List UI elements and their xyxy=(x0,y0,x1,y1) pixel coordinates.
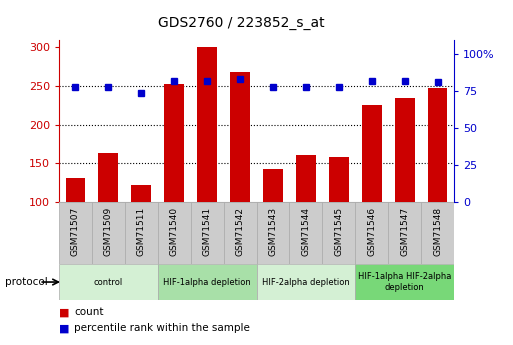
Text: GSM71544: GSM71544 xyxy=(301,207,310,256)
Bar xyxy=(92,202,125,264)
Text: protocol: protocol xyxy=(5,277,48,287)
Bar xyxy=(158,202,191,264)
Bar xyxy=(289,202,322,264)
Text: GSM71507: GSM71507 xyxy=(71,207,80,256)
Bar xyxy=(66,178,85,202)
Text: GSM71548: GSM71548 xyxy=(433,207,442,256)
Text: GSM71511: GSM71511 xyxy=(137,207,146,256)
Bar xyxy=(355,264,454,300)
Text: GSM71509: GSM71509 xyxy=(104,207,113,256)
Bar xyxy=(59,264,158,300)
Bar xyxy=(322,202,355,264)
Text: GSM71541: GSM71541 xyxy=(203,207,212,256)
Text: GSM71546: GSM71546 xyxy=(367,207,376,256)
Bar xyxy=(125,202,158,264)
Bar xyxy=(158,264,256,300)
Bar xyxy=(224,202,256,264)
Bar xyxy=(263,169,283,202)
Bar xyxy=(362,105,382,202)
Bar xyxy=(355,202,388,264)
Text: HIF-1alpha HIF-2alpha
depletion: HIF-1alpha HIF-2alpha depletion xyxy=(358,272,451,292)
Bar xyxy=(256,264,355,300)
Text: control: control xyxy=(94,277,123,287)
Bar xyxy=(191,202,224,264)
Bar xyxy=(428,88,447,202)
Text: GSM71543: GSM71543 xyxy=(268,207,278,256)
Bar xyxy=(164,84,184,202)
Text: GSM71540: GSM71540 xyxy=(170,207,179,256)
Bar xyxy=(329,157,349,202)
Bar xyxy=(59,202,92,264)
Bar xyxy=(230,72,250,202)
Bar xyxy=(421,202,454,264)
Text: GDS2760 / 223852_s_at: GDS2760 / 223852_s_at xyxy=(158,16,324,30)
Text: HIF-1alpha depletion: HIF-1alpha depletion xyxy=(163,277,251,287)
Bar xyxy=(131,185,151,202)
Text: count: count xyxy=(74,307,104,317)
Bar xyxy=(98,153,118,202)
Bar xyxy=(256,202,289,264)
Bar xyxy=(388,202,421,264)
Text: GSM71542: GSM71542 xyxy=(235,207,245,256)
Bar xyxy=(394,98,415,202)
Text: HIF-2alpha depletion: HIF-2alpha depletion xyxy=(262,277,350,287)
Text: GSM71547: GSM71547 xyxy=(400,207,409,256)
Bar xyxy=(197,47,217,202)
Bar xyxy=(296,156,315,202)
Text: ■: ■ xyxy=(59,324,69,333)
Text: percentile rank within the sample: percentile rank within the sample xyxy=(74,324,250,333)
Text: GSM71545: GSM71545 xyxy=(334,207,343,256)
Text: ■: ■ xyxy=(59,307,69,317)
